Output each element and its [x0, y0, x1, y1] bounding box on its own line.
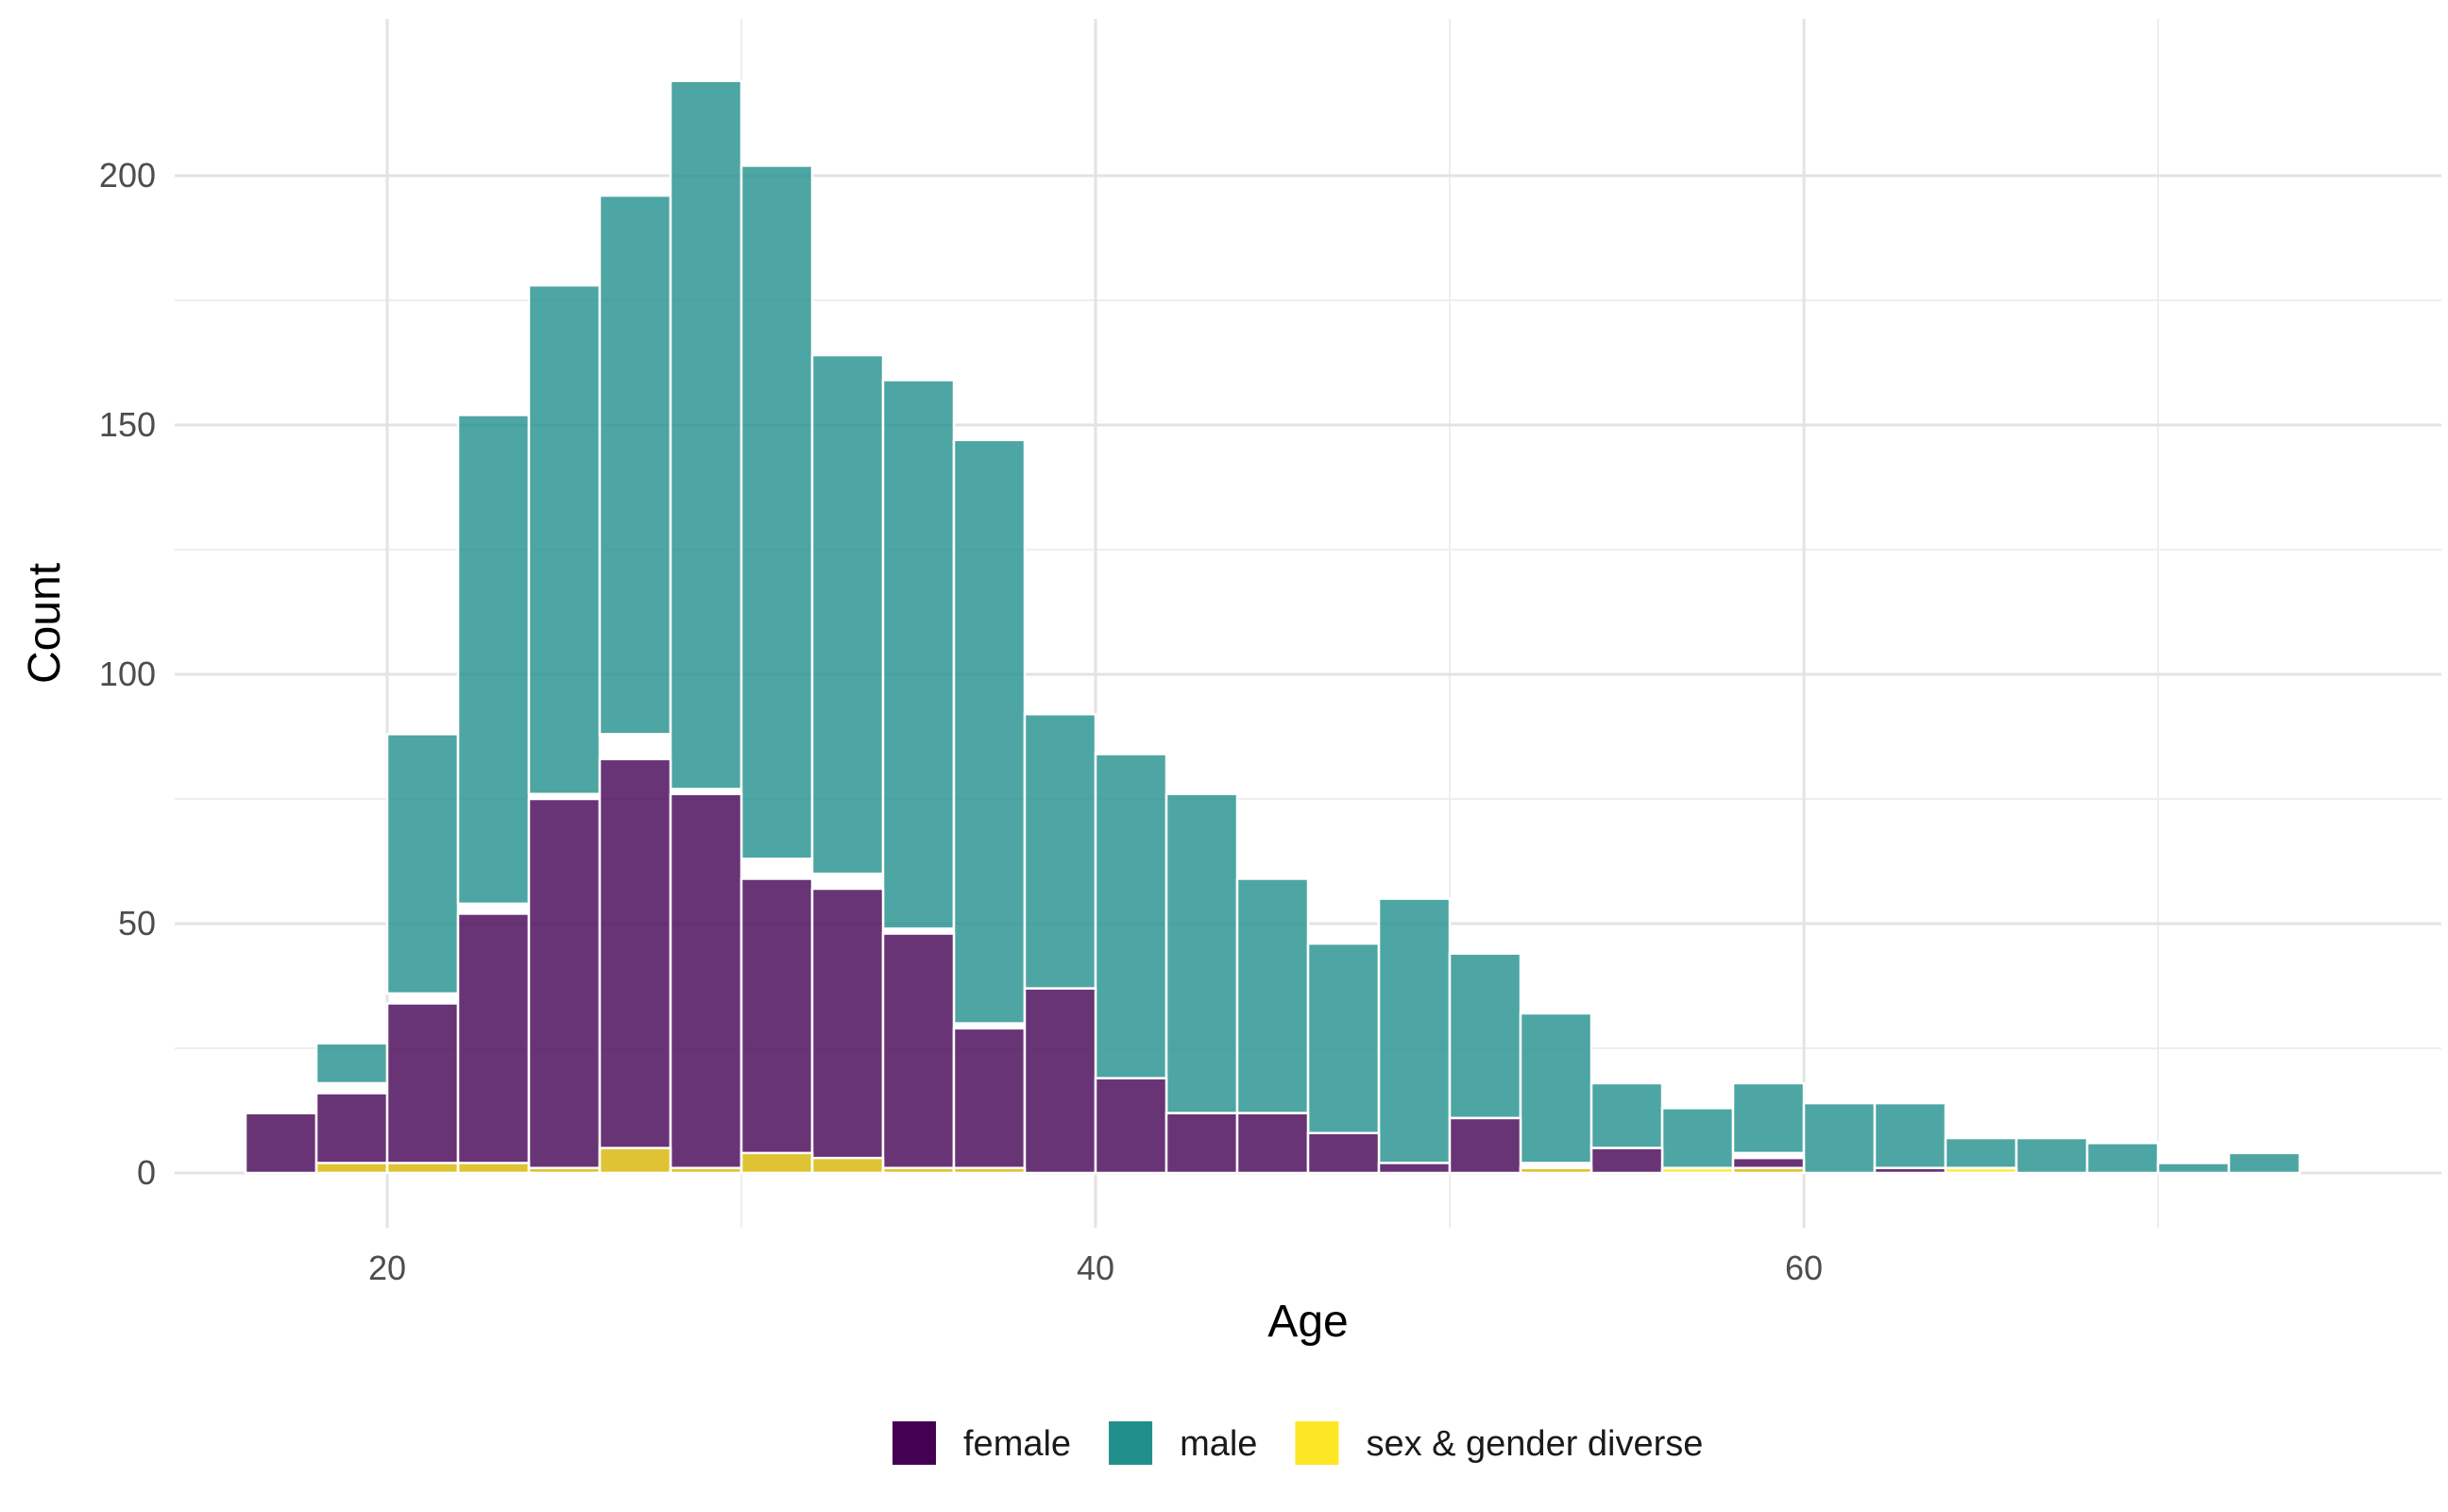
- histogram-bars: [244, 79, 2302, 1175]
- bar-female-40: [1094, 1077, 1168, 1175]
- bar-female-42: [1164, 1112, 1239, 1175]
- y-tick-label: 0: [137, 1153, 156, 1192]
- bar-sgd-28: [669, 1166, 743, 1175]
- x-tick-label: 20: [368, 1249, 406, 1287]
- legend-key-female: [892, 1421, 936, 1465]
- bar-female-26: [598, 757, 672, 1175]
- bar-female-30: [740, 877, 814, 1175]
- y-axis-title: Count: [20, 563, 70, 684]
- bar-male-50: [1448, 952, 1522, 1120]
- bar-male-20: [385, 733, 460, 995]
- x-axis-title: Age: [1267, 1297, 1348, 1347]
- x-tick-label: 60: [1785, 1249, 1823, 1287]
- bar-sgd-20: [385, 1162, 460, 1175]
- bar-male-26: [598, 194, 672, 736]
- bar-male-56: [1660, 1107, 1735, 1169]
- bar-male-18: [314, 1042, 389, 1085]
- y-axis-tick-labels: 0 50 100 150 200: [99, 156, 156, 1192]
- bar-male-66: [2014, 1136, 2089, 1175]
- bar-male-58: [1731, 1081, 1806, 1155]
- bar-female-22: [456, 912, 531, 1175]
- bar-sgd-56: [1660, 1166, 1735, 1175]
- bar-female-34: [881, 932, 956, 1175]
- bar-male-72: [2227, 1151, 2302, 1175]
- bar-female-32: [810, 887, 885, 1175]
- bar-male-52: [1519, 1011, 1593, 1164]
- y-tick-label: 100: [99, 654, 156, 693]
- legend-label-female: female: [963, 1424, 1071, 1464]
- bar-male-36: [952, 438, 1027, 1025]
- x-axis-tick-labels: 20 40 60: [368, 1249, 1823, 1287]
- y-tick-label: 150: [99, 405, 156, 444]
- bar-female-50: [1448, 1116, 1522, 1175]
- bar-male-42: [1164, 792, 1239, 1114]
- y-tick-label: 200: [99, 156, 156, 195]
- bar-male-28: [669, 79, 743, 790]
- bar-male-34: [881, 379, 956, 930]
- legend: female male sex & gender diverse: [892, 1421, 1703, 1465]
- bar-sgd-18: [314, 1162, 389, 1175]
- bar-male-30: [740, 164, 814, 860]
- bar-sgd-32: [810, 1156, 885, 1175]
- bar-sgd-26: [598, 1147, 672, 1175]
- bar-male-38: [1023, 712, 1097, 990]
- bar-male-48: [1377, 897, 1452, 1164]
- bar-male-68: [2085, 1142, 2160, 1175]
- y-tick-label: 50: [118, 904, 156, 943]
- bar-male-54: [1590, 1081, 1664, 1149]
- bar-male-70: [2156, 1162, 2231, 1175]
- bar-sgd-30: [740, 1151, 814, 1175]
- bar-male-64: [1944, 1136, 2018, 1169]
- bar-male-22: [456, 414, 531, 906]
- bar-male-40: [1094, 753, 1168, 1079]
- legend-key-male: [1109, 1421, 1153, 1465]
- bar-male-46: [1306, 942, 1381, 1135]
- bar-sgd-34: [881, 1166, 956, 1175]
- bar-female-16: [244, 1112, 318, 1175]
- bar-male-62: [1873, 1101, 1947, 1169]
- bar-female-20: [385, 1002, 460, 1175]
- x-tick-label: 40: [1077, 1249, 1114, 1287]
- bar-female-18: [314, 1092, 389, 1175]
- bar-female-62: [1873, 1166, 1947, 1175]
- bar-female-36: [952, 1027, 1027, 1175]
- bar-male-32: [810, 353, 885, 875]
- bar-female-54: [1590, 1147, 1664, 1175]
- bar-sgd-64: [1944, 1166, 2018, 1175]
- bar-female-38: [1023, 987, 1097, 1175]
- bar-sgd-22: [456, 1162, 531, 1175]
- bar-male-24: [527, 283, 602, 795]
- bar-female-46: [1306, 1131, 1381, 1175]
- bar-sgd-58: [1731, 1166, 1806, 1175]
- bar-male-60: [1802, 1101, 1877, 1175]
- bar-female-48: [1377, 1162, 1452, 1175]
- bar-female-28: [669, 792, 743, 1175]
- legend-label-sgd: sex & gender diverse: [1366, 1424, 1703, 1464]
- bar-sgd-52: [1519, 1166, 1593, 1175]
- bar-sgd-36: [952, 1166, 1027, 1175]
- bar-female-24: [527, 797, 602, 1175]
- legend-key-sgd: [1295, 1421, 1339, 1465]
- bar-sgd-24: [527, 1166, 602, 1175]
- bar-male-44: [1235, 877, 1310, 1114]
- bar-female-44: [1235, 1112, 1310, 1175]
- legend-label-male: male: [1180, 1424, 1257, 1464]
